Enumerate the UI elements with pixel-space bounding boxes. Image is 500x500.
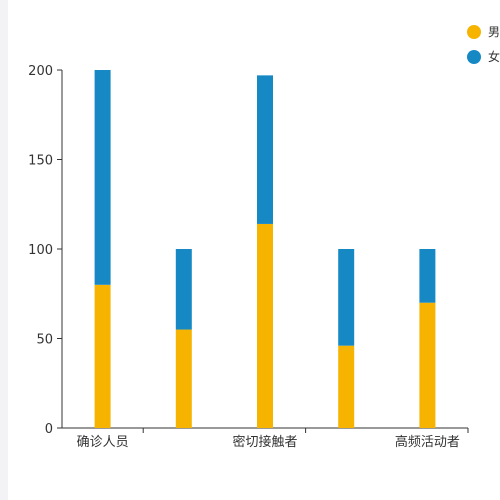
legend-marker-1[interactable] xyxy=(467,50,481,64)
bar-female-2[interactable] xyxy=(257,75,273,224)
y-tick-label: 150 xyxy=(28,154,53,169)
legend[interactable]: 男女 xyxy=(467,25,500,64)
x-tick-label: 高频活动者 xyxy=(395,434,460,450)
bar-female-1[interactable] xyxy=(175,249,192,330)
x-tick-label: 确诊人员 xyxy=(77,435,129,450)
y-tick-label: 0 xyxy=(45,422,53,437)
y-tick-label: 200 xyxy=(28,64,53,79)
x-tick-label: 密切接触者 xyxy=(232,434,297,450)
bar-male-3[interactable] xyxy=(338,345,355,428)
bar-male-0[interactable] xyxy=(94,284,111,428)
y-tick-label: 50 xyxy=(36,333,53,348)
x-axis: 确诊人员 密切接触者 高频活动者 xyxy=(62,427,469,450)
legend-label-1[interactable]: 女 xyxy=(488,49,500,64)
legend-marker-0[interactable] xyxy=(467,25,481,39)
y-axis: 0 50 100 150 200 xyxy=(28,64,63,437)
bar-female-0[interactable] xyxy=(94,70,111,285)
bar-female-4[interactable] xyxy=(419,249,436,303)
bar-male-4[interactable] xyxy=(419,302,436,428)
legend-label-0[interactable]: 男 xyxy=(488,25,500,39)
y-tick-label: 100 xyxy=(28,243,53,258)
bar-female-3[interactable] xyxy=(338,249,355,346)
bar-series xyxy=(94,70,436,428)
chart-panel xyxy=(8,0,500,500)
bar-male-2[interactable] xyxy=(257,223,273,428)
bar-male-1[interactable] xyxy=(175,329,192,428)
